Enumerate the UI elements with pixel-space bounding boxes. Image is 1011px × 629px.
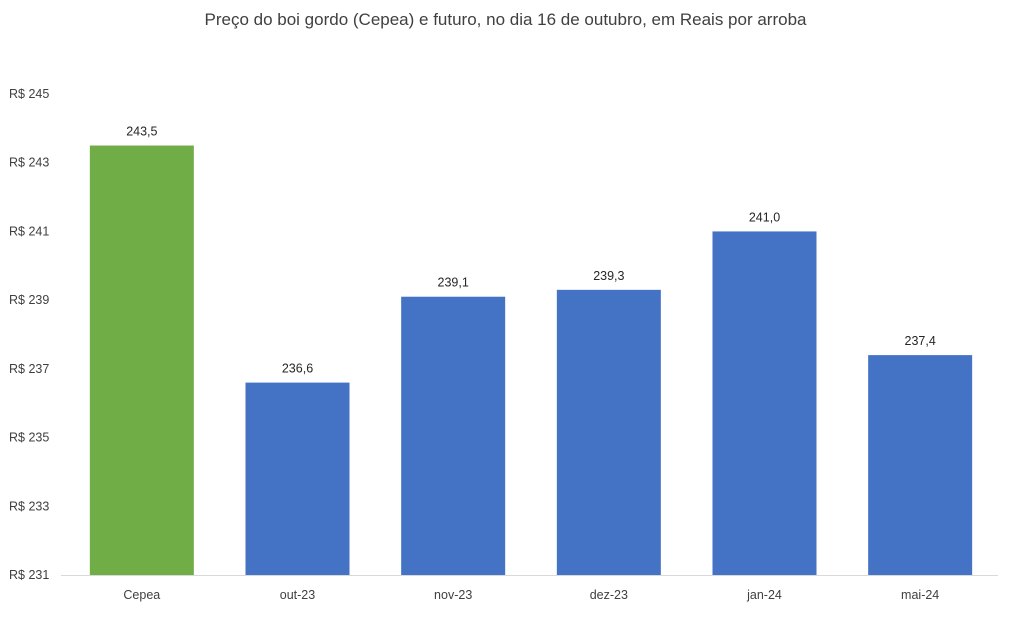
y-tick-label: R$ 235	[9, 431, 49, 445]
data-label: 243,5	[126, 125, 157, 139]
y-tick-label: R$ 239	[9, 293, 49, 307]
bar	[556, 289, 661, 575]
bar	[868, 355, 973, 575]
bar	[401, 296, 506, 575]
x-tick-label: out-23	[280, 588, 315, 602]
y-tick-label: R$ 241	[9, 224, 49, 238]
y-tick-label: R$ 243	[9, 156, 49, 170]
y-tick-label: R$ 237	[9, 362, 49, 376]
x-tick-label: nov-23	[434, 588, 472, 602]
x-tick-label: Cepea	[123, 588, 160, 602]
chart-title: Preço do boi gordo (Cepea) e futuro, no …	[204, 10, 807, 29]
y-tick-label: R$ 233	[9, 499, 49, 513]
data-label: 239,1	[438, 276, 469, 290]
bar	[712, 231, 817, 575]
data-label: 241,0	[749, 210, 780, 224]
x-tick-label: mai-24	[901, 588, 939, 602]
data-label: 236,6	[282, 362, 313, 376]
x-tick-label: jan-24	[746, 588, 782, 602]
data-label: 239,3	[593, 269, 624, 283]
bar	[89, 145, 194, 576]
bar	[245, 382, 350, 575]
y-tick-label: R$ 245	[9, 87, 49, 101]
y-tick-label: R$ 231	[9, 568, 49, 582]
data-label: 237,4	[905, 334, 936, 348]
x-tick-label: dez-23	[590, 588, 628, 602]
